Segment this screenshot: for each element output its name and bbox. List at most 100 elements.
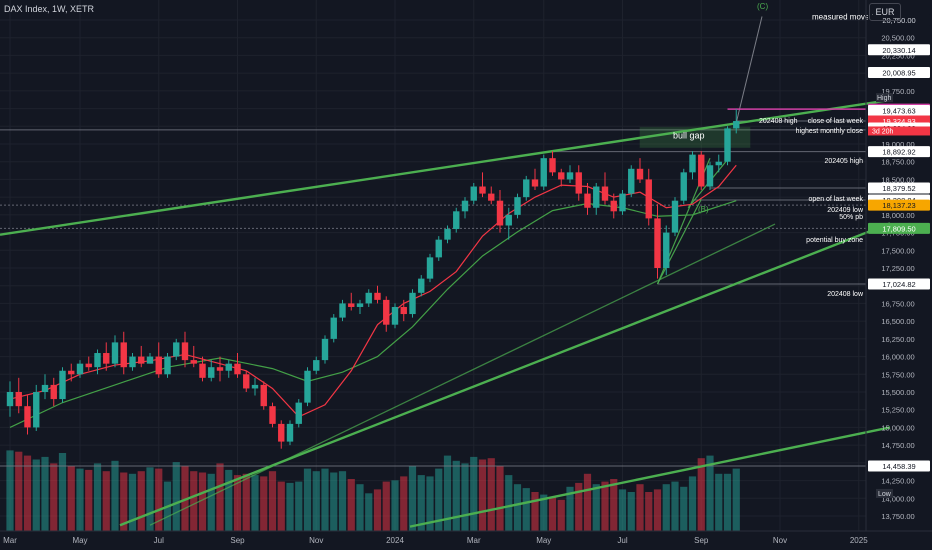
- candle-body: [190, 360, 197, 364]
- candle-body: [724, 128, 731, 162]
- candle-body: [733, 121, 740, 129]
- candle-body: [251, 384, 259, 389]
- annotation-label: 202408 high: [759, 118, 798, 125]
- volume-bar: [505, 475, 513, 531]
- y-tick-label: 20,250.00: [881, 51, 914, 60]
- y-tick-label: 20,500.00: [881, 34, 914, 43]
- y-tick-label: 17,500.00: [881, 246, 914, 255]
- price-tag-bg: [868, 182, 930, 194]
- candle-body: [566, 172, 574, 180]
- volume-bar: [6, 450, 14, 531]
- volume-bar: [662, 484, 670, 531]
- volume-bar: [321, 468, 329, 531]
- candle-body: [208, 367, 215, 378]
- fan-line: [656, 198, 702, 285]
- candle-body: [6, 392, 14, 407]
- candle-body: [636, 168, 644, 180]
- candle-body: [383, 299, 390, 325]
- volume-bar: [592, 484, 600, 531]
- volume-bar: [540, 494, 548, 531]
- candle-body: [628, 168, 635, 194]
- volume-bar: [330, 472, 338, 531]
- candle-body: [479, 186, 486, 194]
- sma-short-line: [9, 164, 737, 418]
- volume-bar: [417, 475, 425, 531]
- candle-body: [400, 306, 407, 315]
- candle-body: [654, 218, 661, 268]
- price-tag-label: 18,892.92: [882, 148, 915, 157]
- price-axis: 13,750.0014,000.0014,250.0014,500.0014,7…: [865, 0, 915, 531]
- candle-body: [313, 360, 320, 371]
- candle-body: [120, 342, 127, 368]
- x-tick-label: Nov: [773, 536, 787, 545]
- candle-body: [680, 172, 687, 201]
- volume-bar: [566, 486, 574, 531]
- currency-button[interactable]: EUR: [869, 3, 901, 21]
- volume-bar: [548, 497, 557, 531]
- levels: [0, 120, 866, 467]
- candle-body: [540, 158, 547, 187]
- candle-body: [103, 353, 110, 364]
- price-tags: 20,750.0020,330.1420,008.9519,491.9319,4…: [868, 14, 930, 472]
- candle-body: [15, 392, 22, 407]
- annotation-label: bull gap: [673, 130, 705, 140]
- volume-bar: [706, 455, 714, 531]
- volume-bar: [32, 459, 40, 531]
- volume-bar: [680, 486, 688, 531]
- volume-bar: [155, 468, 163, 531]
- volume-bar: [225, 469, 233, 531]
- volume-bar: [102, 471, 110, 531]
- price-tag-bg: [868, 146, 930, 158]
- candle-body: [330, 317, 337, 339]
- candle-body: [260, 384, 267, 407]
- candle-body: [593, 186, 600, 208]
- volume-bar: [303, 468, 312, 531]
- candle-body: [295, 402, 302, 424]
- volume-bar: [146, 467, 154, 531]
- y-tick-label: 19,000.00: [881, 140, 914, 149]
- inner-trend-line: [149, 223, 776, 526]
- candle-body: [365, 292, 372, 304]
- x-tick-label: Sep: [694, 536, 709, 545]
- y-tick-label: 14,750.00: [881, 441, 914, 450]
- candle-body: [444, 229, 451, 240]
- volume-bar: [715, 473, 723, 531]
- level-label: open of last week: [809, 196, 864, 203]
- candle-body: [111, 342, 119, 364]
- volume-bar: [128, 473, 137, 531]
- volume-bar: [732, 468, 740, 531]
- candle-body: [470, 186, 477, 201]
- candle-body: [426, 257, 434, 279]
- candle-body: [418, 278, 425, 293]
- volume-bar: [575, 482, 583, 531]
- volume-bar: [198, 472, 207, 531]
- candle-body: [164, 356, 171, 375]
- candle-body: [496, 200, 504, 226]
- volume-bar: [41, 456, 49, 531]
- countdown-label: 3d 20h: [872, 128, 894, 135]
- candle-body: [33, 392, 40, 428]
- volume-bar: [242, 473, 250, 531]
- volume-bar: [207, 473, 215, 531]
- candle-body: [715, 161, 722, 166]
- volume-bar: [382, 481, 390, 531]
- y-tick-label: 19,750.00: [881, 87, 914, 96]
- volume-bar: [120, 472, 128, 531]
- level-label: 50% pb: [839, 214, 863, 221]
- candle-body: [549, 158, 556, 173]
- x-tick-label: May: [536, 536, 551, 545]
- volume-bar: [470, 456, 478, 531]
- price-tag-label: 18,379.52: [882, 184, 915, 193]
- candle-body: [173, 342, 180, 357]
- price-tag-label: 20,008.95: [882, 69, 915, 78]
- volume-bar: [583, 473, 592, 531]
- volume-bar: [610, 479, 618, 531]
- volume-bar: [478, 459, 487, 531]
- candle-body: [50, 384, 57, 400]
- level-label: 202409 low: [827, 207, 864, 214]
- volume-bar: [137, 471, 145, 531]
- countdown-bg: [868, 126, 930, 136]
- x-tick-label: Mar: [467, 536, 481, 545]
- candle-body: [435, 239, 442, 258]
